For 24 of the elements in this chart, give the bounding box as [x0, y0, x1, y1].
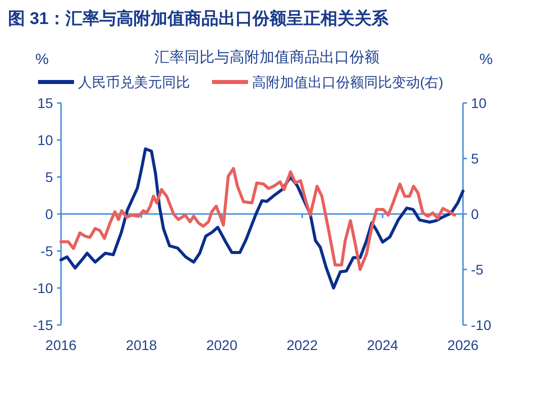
x-tick-label: 2026	[447, 337, 479, 353]
y2-tick-label: 5	[471, 150, 479, 166]
x-tick-label: 2020	[206, 337, 238, 353]
y-tick-label: -5	[40, 243, 54, 259]
y2-tick-label: 10	[471, 95, 487, 111]
x-tick-label: 2016	[45, 337, 77, 353]
y-tick-label: 10	[37, 132, 54, 148]
y2-tick-label: -5	[471, 262, 484, 278]
y2-axis-title: %	[479, 51, 493, 68]
y2-tick-label: -10	[471, 317, 492, 333]
x-tick-label: 2022	[286, 337, 318, 353]
x-tick-label: 2018	[126, 337, 158, 353]
legend-label: 人民币兑美元同比	[78, 74, 190, 90]
x-tick-label: 2024	[367, 337, 398, 353]
legend-label: 高附加值出口份额同比变动(右)	[252, 74, 444, 90]
y2-tick-label: 0	[471, 206, 479, 222]
y-tick-label: 15	[37, 95, 54, 111]
y-tick-label: -10	[32, 280, 54, 296]
title: 图 31：汇率与高附加值商品出口份额呈正相关关系	[8, 9, 389, 28]
y-tick-label: 5	[45, 169, 54, 185]
y-tick-label: -15	[32, 317, 54, 333]
subtitle: 汇率同比与高附加值商品出口份额	[154, 49, 380, 66]
y-tick-label: 0	[45, 206, 54, 222]
y-axis-title: %	[35, 51, 49, 68]
